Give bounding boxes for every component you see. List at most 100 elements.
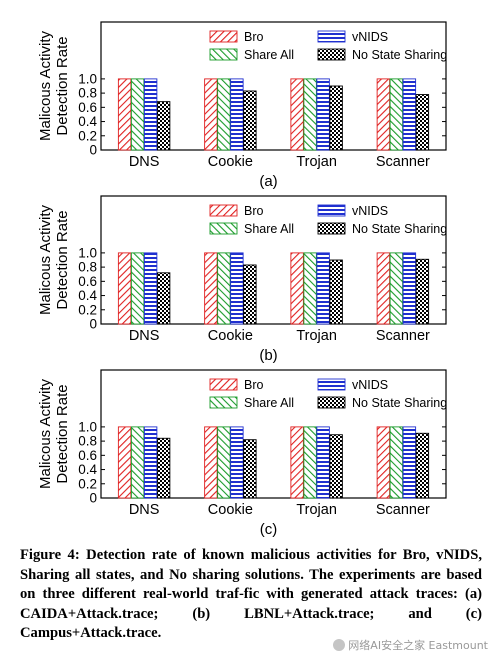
bar-vnids-cookie	[230, 426, 244, 499]
y-tick-label: 0.6	[78, 274, 97, 289]
plot-frame	[100, 195, 447, 325]
bar-bro-dns	[117, 252, 132, 325]
x-tick-label-scanner: Scanner	[376, 328, 430, 344]
bar-no-state-sharing-scanner	[415, 432, 430, 499]
y-tick-label: 0	[89, 491, 97, 506]
legend-label-bro: Bro	[244, 378, 264, 392]
x-tick-label-cookie: Cookie	[208, 154, 253, 170]
legend-label-share-all: Share All	[244, 222, 294, 236]
bar-no-state-sharing-dns	[156, 101, 171, 151]
bar-vnids-dns	[143, 252, 158, 325]
y-axis-label-line-2: Detection Rate	[54, 210, 71, 309]
legend-label-share-all: Share All	[244, 48, 294, 62]
bar-vnids-cookie	[230, 252, 244, 325]
bar-no-state-sharing-trojan	[329, 85, 343, 151]
bar-vnids-dns	[143, 426, 158, 499]
y-tick-label: 1.0	[78, 71, 97, 86]
y-tick-label: 0.2	[78, 476, 97, 491]
legend-label-share-all: Share All	[244, 396, 294, 410]
bar-vnids-cookie	[230, 78, 244, 151]
plot-frame	[100, 369, 447, 499]
y-tick-label: 0.8	[78, 260, 97, 275]
legend-swatch-no-state-sharing	[317, 222, 346, 235]
bar-vnids-trojan	[316, 426, 330, 499]
legend-swatch-no-state-sharing	[317, 48, 346, 61]
legend-label-no-state-sharing: No State Sharing	[352, 396, 447, 410]
bar-no-state-sharing-cookie	[243, 264, 257, 325]
x-tick-label-trojan: Trojan	[296, 154, 337, 170]
chart-panel-3: 00.20.40.60.81.0 Malicous Activity Detecti…	[37, 369, 447, 538]
y-tick-label: 0.4	[78, 462, 97, 477]
bar-no-state-sharing-cookie	[243, 90, 257, 151]
x-tick-label-dns: DNS	[129, 502, 160, 518]
bar-share-all-dns	[130, 252, 145, 325]
legend-label-bro: Bro	[244, 204, 264, 218]
bar-vnids-scanner	[402, 426, 417, 499]
y-tick-label: 1.0	[78, 419, 97, 434]
bar-share-all-cookie	[217, 78, 231, 151]
bar-vnids-dns	[143, 78, 158, 151]
bar-vnids-scanner	[402, 78, 417, 151]
bar-share-all-dns	[130, 426, 145, 499]
legend-swatch-vnids	[317, 204, 346, 217]
bar-bro-scanner	[376, 426, 391, 499]
bar-share-all-cookie	[217, 252, 231, 325]
chart-panel-2: 00.20.40.60.81.0 Malicous Activity Detecti…	[37, 195, 447, 364]
x-tick-label-cookie: Cookie	[208, 502, 253, 518]
legend-swatch-vnids	[317, 30, 346, 43]
bar-share-all-trojan	[303, 426, 317, 499]
bar-bro-dns	[117, 426, 132, 499]
bar-share-all-scanner	[389, 78, 404, 151]
wechat-icon	[333, 639, 346, 651]
bar-share-all-trojan	[303, 252, 317, 325]
x-tick-label-scanner: Scanner	[376, 502, 430, 518]
y-axis-label-line-2: Detection Rate	[54, 384, 71, 483]
bar-bro-scanner	[376, 78, 391, 151]
legend-swatch-bro	[209, 378, 238, 391]
y-tick-label: 0.2	[78, 128, 97, 143]
bar-vnids-scanner	[402, 252, 417, 325]
y-tick-label: 0.4	[78, 288, 97, 303]
legend: Bro Share All vNIDS No State Sharing	[209, 204, 447, 236]
bar-no-state-sharing-trojan	[329, 434, 343, 499]
bar-share-all-scanner	[389, 252, 404, 325]
legend-swatch-no-state-sharing	[317, 396, 346, 409]
y-tick-label: 0.6	[78, 448, 97, 463]
y-tick-label: 0	[89, 143, 97, 158]
y-tick-label: 0.2	[78, 302, 97, 317]
x-tick-label-dns: DNS	[129, 154, 160, 170]
bar-no-state-sharing-trojan	[329, 259, 343, 325]
legend-label-vnids: vNIDS	[352, 30, 388, 44]
y-tick-label: 1.0	[78, 245, 97, 260]
legend: Bro Share All vNIDS No State Sharing	[209, 378, 447, 410]
y-tick-label: 0.6	[78, 100, 97, 115]
legend-swatch-vnids	[317, 378, 346, 391]
panel-label: (b)	[259, 347, 277, 364]
y-axis-label-line-1: Malicous Activity	[37, 204, 54, 315]
bar-share-all-scanner	[389, 426, 404, 499]
x-tick-label-trojan: Trojan	[296, 502, 337, 518]
bar-bro-dns	[117, 78, 132, 151]
y-axis-label-line-1: Malicous Activity	[37, 30, 54, 141]
y-tick-label: 0.4	[78, 114, 97, 129]
panel-label: (a)	[259, 173, 277, 190]
y-tick-label: 0.8	[78, 434, 97, 449]
bar-bro-cookie	[204, 252, 218, 325]
bar-bro-trojan	[290, 426, 304, 499]
legend-swatch-share-all	[209, 48, 238, 61]
legend-swatch-bro	[209, 30, 238, 43]
bar-no-state-sharing-dns	[156, 437, 171, 499]
bar-bro-cookie	[204, 426, 218, 499]
x-tick-label-dns: DNS	[129, 328, 160, 344]
chart-panel-1: 00.20.40.60.81.0 Malicous Activity Detecti…	[37, 21, 447, 190]
y-tick-label: 0	[89, 317, 97, 332]
bar-no-state-sharing-scanner	[415, 258, 430, 325]
bar-share-all-cookie	[217, 426, 231, 499]
legend-label-vnids: vNIDS	[352, 204, 388, 218]
x-tick-label-trojan: Trojan	[296, 328, 337, 344]
bar-bro-trojan	[290, 78, 304, 151]
y-tick-label: 0.8	[78, 86, 97, 101]
watermark-text: 网络AI安全之家 Eastmount	[348, 639, 488, 652]
legend-swatch-share-all	[209, 396, 238, 409]
